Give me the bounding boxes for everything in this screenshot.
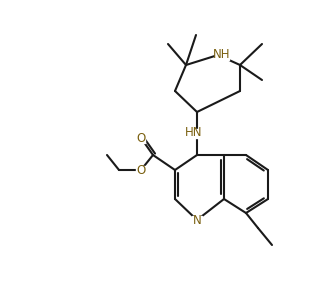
Text: HN: HN (185, 127, 203, 140)
Text: O: O (137, 132, 146, 145)
Bar (215, 50, 229, 59)
Bar (137, 165, 146, 175)
Bar (137, 133, 146, 143)
Text: O: O (137, 164, 146, 176)
Bar (187, 129, 201, 138)
Bar (192, 216, 202, 225)
Text: NH: NH (213, 48, 231, 61)
Text: N: N (193, 214, 201, 227)
